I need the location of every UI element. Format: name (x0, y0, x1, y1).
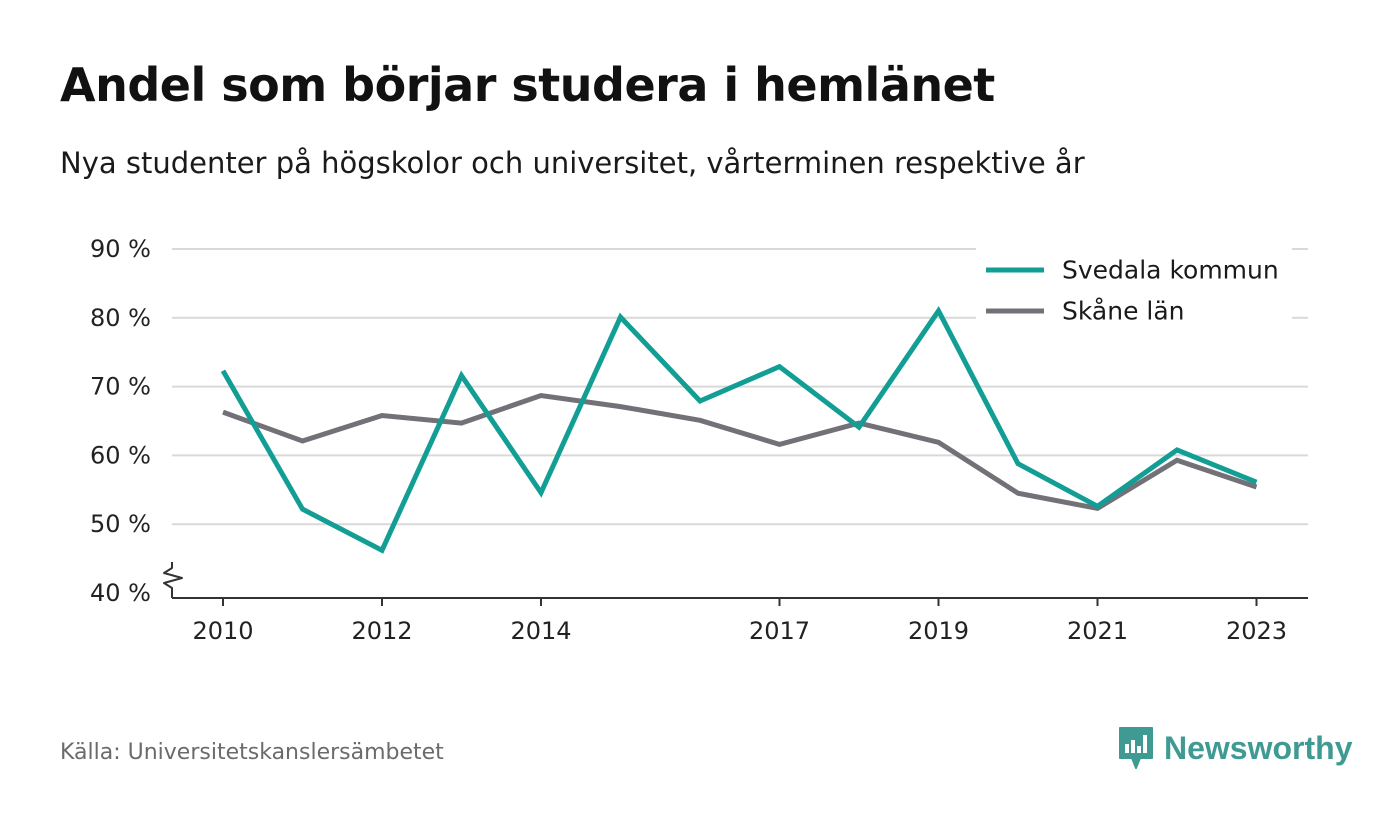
y-tick-label: 60 % (90, 441, 151, 469)
y-tick-label: 90 % (90, 235, 151, 263)
source-note: Källa: Universitetskanslersämbetet (60, 740, 444, 765)
legend-label: Skåne län (1062, 297, 1185, 326)
x-tick-label: 2012 (351, 617, 412, 645)
x-tick-label: 2019 (908, 617, 969, 645)
chart-subtitle: Nya studenter på högskolor och universit… (60, 146, 1085, 180)
x-axis-ticks: 2010 2012 2014 2017 2019 2021 2023 (192, 598, 1287, 645)
series-lines (220, 306, 1258, 554)
y-tick-label: 40 % (90, 579, 151, 607)
x-tick-label: 2010 (192, 617, 253, 645)
brand-logo: Newsworthy (1118, 726, 1352, 770)
brand-name: Newsworthy (1164, 729, 1353, 766)
axes (163, 562, 1308, 599)
y-tick-label: 70 % (90, 373, 151, 401)
legend: Svedala kommun Skåne län (976, 248, 1292, 326)
series-line-skane (222, 392, 1258, 512)
legend-label: Svedala kommun (1062, 256, 1279, 285)
chart-title: Andel som börjar studera i hemlänet (60, 58, 995, 112)
x-tick-label: 2023 (1226, 617, 1287, 645)
x-tick-label: 2021 (1067, 617, 1128, 645)
y-axis-ticks: 40 % 50 % 60 % 70 % 80 % 90 % (90, 235, 151, 607)
y-tick-label: 50 % (90, 510, 151, 538)
bar-chart-speech-bubble-icon (1119, 727, 1153, 769)
series-line-svedala (220, 306, 1258, 554)
y-tick-label: 80 % (90, 304, 151, 332)
x-tick-label: 2014 (510, 617, 571, 645)
y-axis-break-icon (163, 562, 183, 598)
x-tick-label: 2017 (749, 617, 810, 645)
